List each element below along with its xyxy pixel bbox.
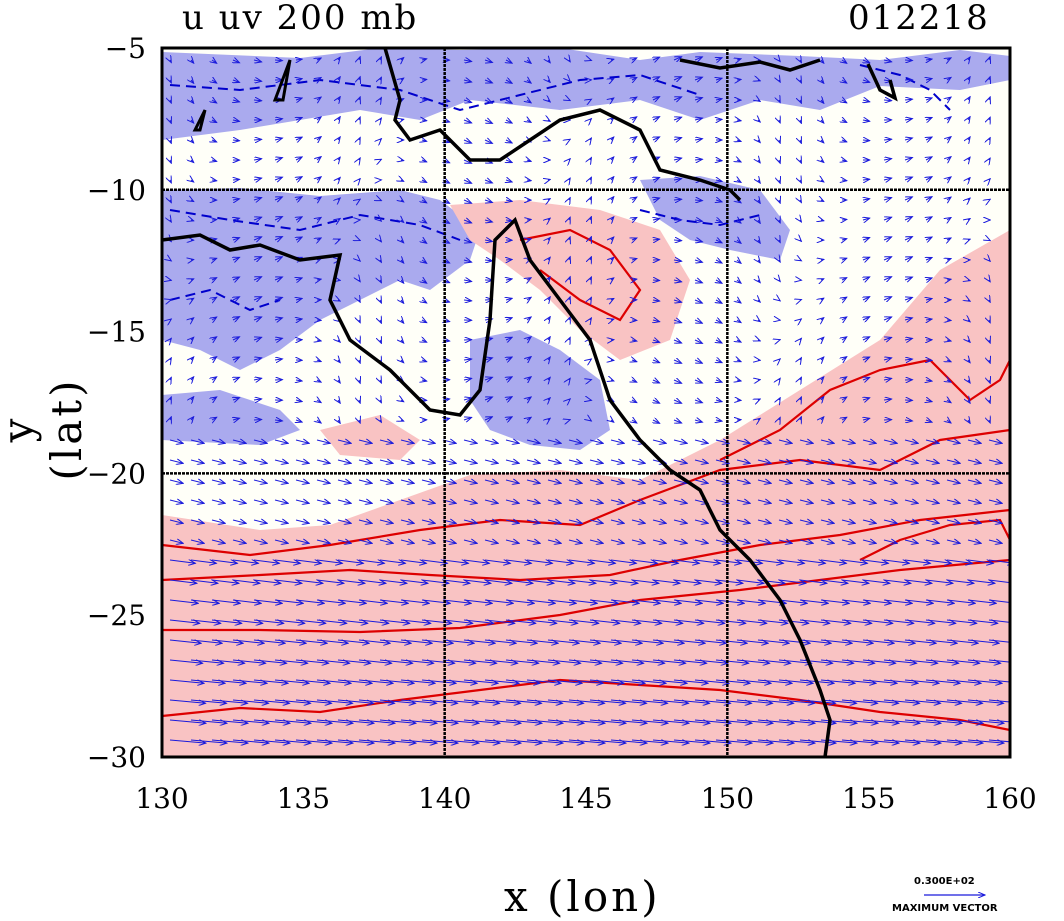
wind-vector — [548, 179, 550, 180]
wind-vector — [254, 139, 262, 140]
x-tick-label: 155 — [842, 782, 895, 815]
wind-vector — [275, 60, 282, 61]
reference-vector-label: MAXIMUM VECTOR — [892, 903, 998, 914]
wind-vector — [821, 259, 824, 260]
wind-vector — [422, 120, 427, 121]
y-tick-label: −20 — [87, 457, 146, 490]
wind-vector — [674, 240, 682, 241]
wind-vector — [653, 280, 660, 281]
wind-vector — [212, 220, 217, 221]
wind-vector — [695, 200, 702, 201]
x-tick-label: 130 — [135, 782, 188, 815]
y-tick-label: −5 — [105, 32, 146, 65]
x-tick-label: 150 — [701, 782, 754, 815]
wind-vector — [569, 139, 570, 140]
wind-vector — [233, 140, 240, 141]
wind-vector — [527, 219, 531, 220]
wind-vector — [842, 180, 847, 181]
wind-vector — [590, 60, 591, 61]
wind-vector — [233, 179, 240, 180]
wind-vector — [527, 180, 531, 181]
wind-vector — [716, 119, 722, 120]
wind-vector — [254, 100, 262, 101]
wind-vector — [359, 240, 360, 241]
wind-vector — [863, 140, 870, 141]
y-tick-label: −10 — [87, 174, 146, 207]
wind-vector — [800, 300, 801, 301]
wind-vector — [800, 260, 801, 261]
wind-vector — [191, 260, 194, 261]
y-tick-label: −30 — [87, 741, 146, 774]
wind-vector — [569, 100, 570, 101]
x-tick-label: 145 — [559, 782, 612, 815]
chart-title-left: u uv 200 mb — [182, 0, 418, 38]
wind-vector — [968, 280, 970, 281]
y-tick-label: −15 — [87, 316, 146, 349]
wind-vector — [716, 160, 722, 161]
x-axis-label: x (lon) — [504, 872, 661, 921]
y-tick-label: −25 — [87, 599, 146, 632]
wind-vector — [695, 159, 702, 160]
wind-vector — [422, 79, 427, 80]
wind-vector — [359, 199, 360, 200]
wind-vector — [380, 200, 381, 201]
wind-vector — [737, 79, 741, 80]
wind-vector — [674, 199, 682, 200]
y-axis-label: y (lat) — [0, 359, 91, 499]
wind-vector — [548, 140, 550, 141]
wind-vector — [506, 260, 512, 261]
wind-vector — [401, 160, 404, 161]
wind-vector — [989, 199, 990, 200]
wind-vector — [905, 60, 912, 61]
chart-title-right: 012218 — [848, 0, 990, 38]
wind-vector — [947, 320, 951, 321]
x-tick-label: 160 — [983, 782, 1036, 815]
wind-vector — [254, 420, 262, 421]
wind-vector — [863, 179, 870, 180]
wind-vector — [401, 119, 404, 120]
x-tick-label: 135 — [277, 782, 330, 815]
wind-vector — [380, 159, 381, 160]
x-tick-label: 140 — [418, 782, 471, 815]
wind-vector — [884, 100, 892, 101]
wind-vector — [590, 99, 591, 100]
wind-vector — [989, 240, 990, 241]
reference-vector-value: 0.300E+02 — [914, 876, 975, 887]
wind-vector — [842, 219, 847, 220]
